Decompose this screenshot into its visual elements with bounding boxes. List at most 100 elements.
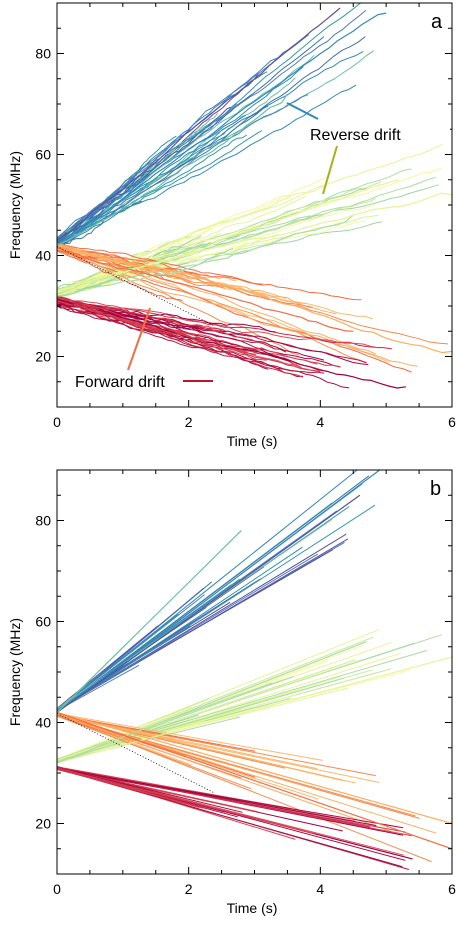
burst-line-reverse-high (57, 130, 263, 246)
burst-line-forward-low (57, 296, 191, 335)
burst-line-reverse-low (57, 185, 328, 293)
burst-line-forward-high (57, 247, 367, 364)
burst-line-forward-high (57, 242, 362, 301)
series-forward-low-9 (57, 300, 321, 373)
x-tick-label: 0 (53, 414, 61, 430)
burst-line-forward-high (57, 713, 323, 761)
burst-line-forward-high (57, 714, 392, 832)
burst-line-forward-high (57, 715, 252, 790)
panel-b: 0 2 4 6 20 40 60 80 b Time (s) Frequency (MHz) (7, 469, 456, 916)
burst-line-forward-low (57, 297, 380, 349)
burst-line-forward-high (57, 714, 376, 777)
series-reverse-low-5 (57, 192, 452, 292)
panel-b-plot-area (57, 470, 452, 870)
series-reverse-high-0 (57, 12, 387, 246)
series-reverse-high-2 (57, 93, 288, 246)
burst-line-forward-low (57, 767, 243, 813)
burst-line-reverse-high (57, 475, 370, 712)
burst-line-forward-low (57, 304, 304, 377)
panel-b-label: b (430, 478, 441, 500)
panel-b-y-axis-title: Frequency (MHz) (7, 618, 23, 726)
burst-line-forward-low (57, 299, 392, 350)
burst-line-forward-high (57, 249, 224, 288)
burst-line-reverse-low (57, 677, 345, 762)
burst-line-reverse-low (57, 706, 192, 760)
x-tick-label: 6 (448, 881, 456, 897)
y-tick-label: 80 (35, 513, 51, 529)
series-reverse-high-1 (57, 7, 341, 241)
panel-a-x-axis-title: Time (s) (227, 433, 278, 449)
burst-line-reverse-high (57, 153, 169, 245)
series-reverse-low-3 (57, 179, 400, 297)
series-reverse-high-0 (57, 470, 380, 713)
burst-line-forward-high (57, 249, 412, 373)
burst-line-forward-low (57, 300, 274, 348)
burst-line-forward-high (57, 246, 193, 275)
x-tick-label: 2 (185, 881, 193, 897)
panel-a-plot-area (57, 3, 452, 389)
burst-line-forward-high (57, 713, 343, 781)
panel-a-bursts (57, 3, 452, 389)
burst-line-forward-high (57, 247, 390, 363)
burst-line-reverse-high (57, 504, 376, 712)
burst-line-reverse-low (57, 176, 436, 299)
series-reverse-high-2 (57, 530, 242, 713)
y-tick-label: 60 (35, 614, 51, 630)
series-forward-high-5 (57, 711, 452, 825)
burst-line-forward-low (57, 767, 377, 826)
burst-line-forward-high (57, 715, 416, 817)
panel-a-label: a (431, 11, 443, 33)
y-tick-label: 40 (35, 715, 51, 731)
burst-line-reverse-high (57, 470, 358, 711)
forward-high-trend (57, 713, 216, 794)
series-forward-low-8 (57, 300, 406, 389)
burst-line-reverse-high (57, 200, 143, 248)
reverse-drift-pointer-blue (286, 102, 319, 120)
burst-line-reverse-high (57, 174, 145, 241)
burst-line-reverse-low (57, 650, 427, 760)
y-tick-label: 40 (35, 248, 51, 264)
series-reverse-low-4 (57, 641, 367, 764)
burst-line-forward-low (57, 297, 340, 367)
burst-line-reverse-high (57, 553, 318, 711)
x-tick-label: 6 (448, 414, 456, 430)
reverse-drift-pointer-green (322, 145, 338, 195)
forward-high-trend (57, 246, 216, 327)
burst-line-reverse-low (57, 215, 312, 291)
forward-drift-pointer-orange (127, 307, 151, 371)
x-tick-label: 4 (316, 881, 324, 897)
burst-line-forward-low (57, 305, 325, 374)
forward-drift-label-bg (70, 370, 182, 392)
burst-line-forward-high (57, 244, 156, 264)
burst-line-forward-low (57, 301, 198, 335)
y-tick-label: 20 (35, 349, 51, 365)
burst-line-forward-low (57, 303, 324, 371)
series-reverse-low-4 (57, 214, 354, 297)
y-tick-label: 20 (35, 816, 51, 832)
panel-b-bursts (57, 470, 452, 870)
series-forward-high-6 (57, 244, 452, 354)
burst-line-reverse-high (57, 135, 177, 240)
burst-line-reverse-high (57, 103, 237, 239)
x-tick-label: 0 (53, 881, 61, 897)
x-tick-label: 4 (316, 414, 324, 430)
panel-a-y-axis-title: Frequency (MHz) (7, 151, 23, 259)
burst-line-reverse-low (57, 636, 374, 762)
series-forward-high-6 (57, 711, 452, 850)
series-forward-high-7 (57, 249, 354, 332)
series-reverse-high-1 (57, 494, 361, 713)
reverse-drift-annotation: Reverse drift (310, 127, 401, 144)
burst-line-reverse-high (57, 625, 159, 709)
y-tick-label: 60 (35, 147, 51, 163)
burst-line-forward-high (57, 250, 183, 302)
panel-a-ticks: 0 2 4 6 20 40 60 80 (35, 2, 456, 430)
panel-b-x-axis-title: Time (s) (227, 900, 278, 916)
series-reverse-low-3 (57, 656, 452, 764)
forward-drift-annotation: Forward drift (75, 374, 165, 391)
x-tick-label: 2 (185, 414, 193, 430)
burst-line-forward-low (57, 768, 200, 808)
y-tick-label: 80 (35, 46, 51, 62)
panel-b-ticks: 0 2 4 6 20 40 60 80 (35, 469, 456, 897)
